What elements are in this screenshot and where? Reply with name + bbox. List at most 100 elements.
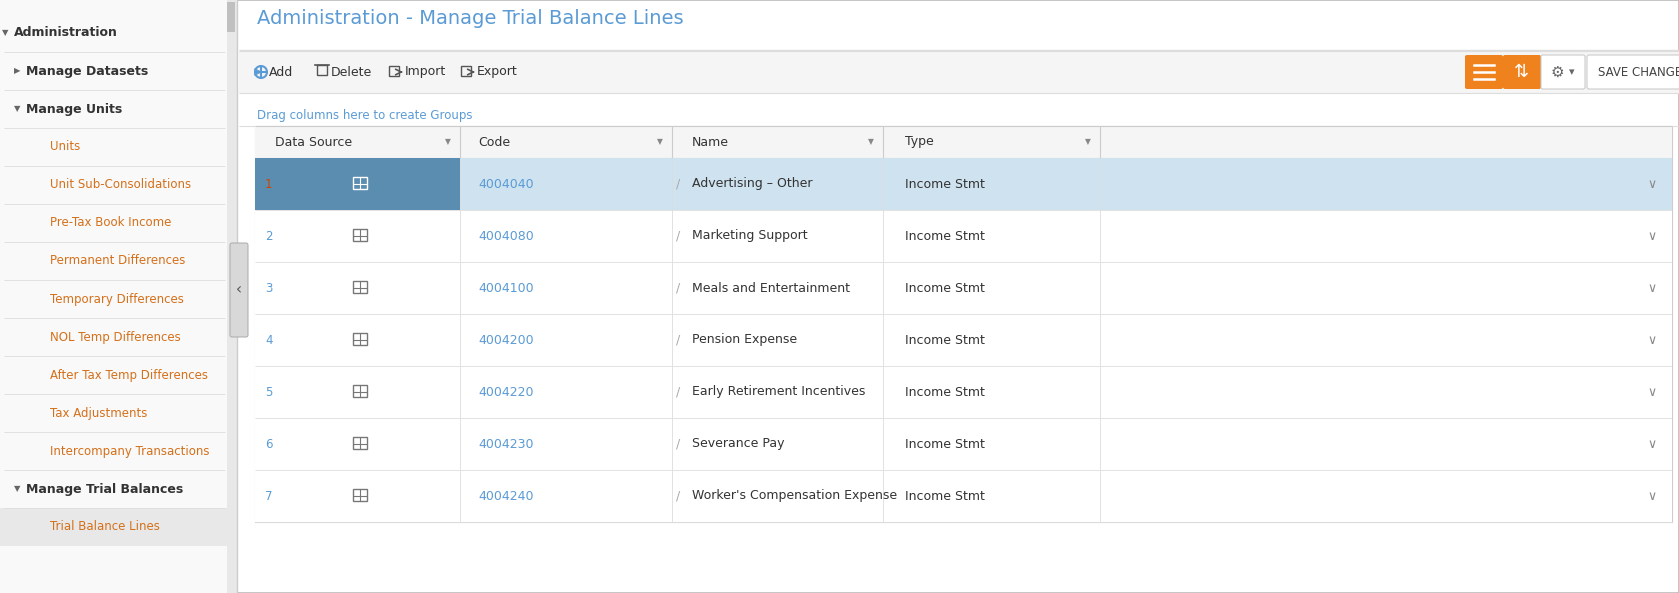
Text: Intercompany Transactions: Intercompany Transactions [50,445,210,458]
Text: ▼: ▼ [2,28,8,37]
FancyBboxPatch shape [1466,55,1503,89]
Text: Import: Import [405,65,447,78]
Text: 4004230: 4004230 [479,438,534,451]
Text: ▼: ▼ [445,138,452,146]
Text: 4004220: 4004220 [479,385,534,398]
Text: Worker's Compensation Expense: Worker's Compensation Expense [692,489,897,502]
Text: 4004080: 4004080 [479,229,534,243]
Bar [0,508,227,546]
Text: ∨: ∨ [1647,177,1657,190]
Text: Early Retirement Incentives: Early Retirement Incentives [692,385,865,398]
Bar [0,0,237,593]
Text: 4004200: 4004200 [479,333,534,346]
Text: /: / [677,385,680,398]
Bar [227,0,237,593]
Text: Income Stmt: Income Stmt [905,438,986,451]
Text: 7: 7 [265,489,272,502]
Text: ∨: ∨ [1647,385,1657,398]
Bar [390,66,400,76]
Text: Data Source: Data Source [275,135,353,148]
Text: ▼: ▼ [868,138,875,146]
Text: 4004100: 4004100 [479,282,534,295]
Text: /: / [677,177,680,190]
Text: Temporary Differences: Temporary Differences [50,292,185,305]
Text: Trial Balance Lines: Trial Balance Lines [50,521,160,534]
Text: /: / [677,438,680,451]
Bar [353,385,368,397]
FancyBboxPatch shape [230,243,248,337]
Text: 4: 4 [265,333,272,346]
Text: Severance Pay: Severance Pay [692,438,784,451]
Text: 5: 5 [265,385,272,398]
FancyBboxPatch shape [1587,55,1679,89]
Bar [255,314,1672,366]
Text: SAVE CHANGES: SAVE CHANGES [1598,65,1679,78]
Text: ⚙: ⚙ [1551,65,1565,79]
Text: Income Stmt: Income Stmt [905,385,986,398]
Text: /: / [677,229,680,243]
Bar [255,470,1672,522]
Text: Income Stmt: Income Stmt [905,229,986,243]
Text: Manage Units: Manage Units [25,103,123,116]
Text: Income Stmt: Income Stmt [905,489,986,502]
Bar [353,333,368,345]
FancyBboxPatch shape [1503,55,1541,89]
Text: After Tax Temp Differences: After Tax Temp Differences [50,368,208,381]
Bar [353,229,368,241]
Bar [353,437,368,449]
Text: Delete: Delete [331,65,373,78]
Text: ∨: ∨ [1647,229,1657,243]
Text: /: / [677,333,680,346]
Bar [238,51,1679,93]
Text: Pre-Tax Book Income: Pre-Tax Book Income [50,216,171,229]
Text: Units: Units [50,141,81,154]
Text: ▼: ▼ [656,138,663,146]
Text: /: / [677,282,680,295]
Bar [460,158,1672,210]
Text: ▾: ▾ [1568,67,1575,77]
Bar [353,489,368,501]
Bar [255,418,1672,470]
Bar [255,126,1672,522]
Text: Name: Name [692,135,729,148]
Text: Pension Expense: Pension Expense [692,333,798,346]
Text: ⇅: ⇅ [1514,63,1530,81]
Bar [255,210,1672,262]
Text: Marketing Support: Marketing Support [692,229,808,243]
Bar [255,158,460,210]
Bar [255,262,1672,314]
Text: Income Stmt: Income Stmt [905,333,986,346]
Text: 1: 1 [265,177,272,190]
Bar [353,281,368,293]
Text: Administration: Administration [13,27,118,40]
Text: Meals and Entertainment: Meals and Entertainment [692,282,850,295]
Bar [255,126,1672,158]
Text: ‹: ‹ [237,282,242,298]
Text: Drag columns here to create Groups: Drag columns here to create Groups [257,109,472,122]
Text: ▼: ▼ [13,104,20,113]
FancyBboxPatch shape [1541,55,1585,89]
Text: Income Stmt: Income Stmt [905,282,986,295]
Text: ▼: ▼ [1085,138,1091,146]
Text: 4004040: 4004040 [479,177,534,190]
Text: Unit Sub-Consolidations: Unit Sub-Consolidations [50,178,191,192]
Text: Manage Trial Balances: Manage Trial Balances [25,483,183,496]
Text: 6: 6 [265,438,272,451]
Text: ∨: ∨ [1647,489,1657,502]
Bar [227,2,235,32]
Bar [462,66,472,76]
Bar [255,366,1672,418]
Text: Export: Export [477,65,517,78]
Text: Code: Code [479,135,510,148]
Text: Manage Datasets: Manage Datasets [25,65,148,78]
Text: Type: Type [905,135,934,148]
Text: ▶: ▶ [13,66,20,75]
Text: /: / [677,489,680,502]
Text: 4004240: 4004240 [479,489,534,502]
Text: ∨: ∨ [1647,438,1657,451]
Bar [317,65,327,75]
Text: Permanent Differences: Permanent Differences [50,254,185,267]
Text: NOL Temp Differences: NOL Temp Differences [50,330,181,343]
Text: Income Stmt: Income Stmt [905,177,986,190]
Bar [353,177,368,189]
